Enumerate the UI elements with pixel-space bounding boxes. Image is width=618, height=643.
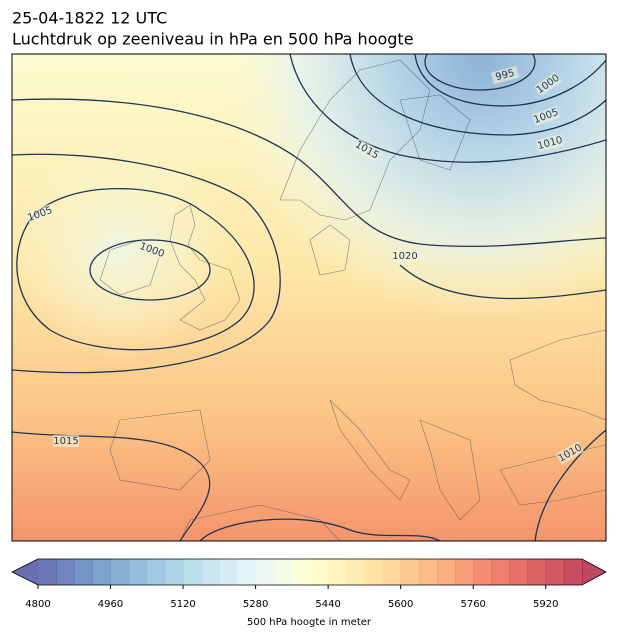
- isobars: [12, 54, 606, 541]
- colorbar-tick-label: 5600: [388, 599, 413, 610]
- coastlines: [99, 59, 606, 541]
- colorbar-swatch: [164, 559, 184, 585]
- colorbar-swatch: [128, 559, 148, 585]
- colorbar-swatch: [382, 559, 402, 585]
- contour-label: 1020: [392, 251, 417, 262]
- colorbar-extend: [12, 559, 38, 585]
- label-bg: [555, 441, 585, 465]
- colorbar-tick-label: 5280: [243, 599, 268, 610]
- label-bg: [137, 239, 167, 261]
- colorbar-swatch: [146, 559, 166, 585]
- contour-label: 1015: [53, 436, 78, 447]
- colorbar-swatch: [346, 559, 365, 585]
- colorbar-tick-label: 5120: [170, 599, 195, 610]
- map-frame: [11, 53, 607, 542]
- colorbar-swatch: [183, 559, 202, 585]
- colorbar-swatch: [436, 559, 456, 585]
- colorbar-swatch: [56, 559, 75, 585]
- colorbar-tick-label: 4960: [98, 599, 123, 610]
- colorbar-swatch: [255, 559, 275, 585]
- map: [12, 54, 606, 541]
- colorbar-swatch: [328, 559, 347, 585]
- title: 25-04-1822 12 UTC: [12, 9, 167, 28]
- colorbar-swatch: [291, 559, 311, 585]
- colorbar-swatch: [364, 559, 384, 585]
- colorbar-swatch: [509, 559, 529, 585]
- colorbar-tick-label: 5440: [315, 599, 340, 610]
- label-bg: [533, 71, 563, 97]
- colorbar-swatch: [273, 559, 293, 585]
- colorbar-tick-label: 4800: [25, 599, 50, 610]
- field: [12, 54, 606, 541]
- colorbar-swatch: [38, 559, 57, 585]
- label-bg: [535, 133, 565, 153]
- colorbar-swatch: [74, 559, 93, 585]
- colorbar-swatch: [219, 559, 238, 585]
- label-bg: [53, 435, 79, 447]
- colorbar-tick-label: 5760: [460, 599, 485, 610]
- label-bg: [392, 250, 418, 262]
- colorbar-label: 500 hPa hoogte in meter: [247, 617, 372, 628]
- colorbar-extend: [582, 559, 606, 585]
- colorbar-swatch: [563, 559, 583, 585]
- colorbar-swatch: [418, 559, 438, 585]
- colorbar-swatch: [545, 559, 565, 585]
- colorbar-swatch: [527, 559, 547, 585]
- colorbar-outline: [11, 558, 607, 586]
- colorbar-swatch: [310, 559, 329, 585]
- colorbar-swatch: [455, 559, 474, 585]
- label-bg: [531, 105, 561, 127]
- label-bg: [490, 65, 520, 85]
- colorbar: 4800 4960 5120 5280 5440 5600 5760 5920: [11, 558, 607, 610]
- contour-label: 995: [494, 68, 515, 84]
- colorbar-swatch: [92, 559, 112, 585]
- colorbar-tick-label: 5920: [533, 599, 558, 610]
- colorbar-swatch: [400, 559, 420, 585]
- colorbar-swatch: [237, 559, 257, 585]
- subtitle: Luchtdruk op zeeniveau in hPa en 500 hPa…: [12, 30, 414, 49]
- colorbar-swatch: [473, 559, 492, 585]
- colorbar-swatch: [491, 559, 510, 585]
- colorbar-swatch: [110, 559, 130, 585]
- label-bg: [25, 203, 55, 225]
- label-bg: [352, 138, 382, 162]
- colorbar-swatch: [201, 559, 220, 585]
